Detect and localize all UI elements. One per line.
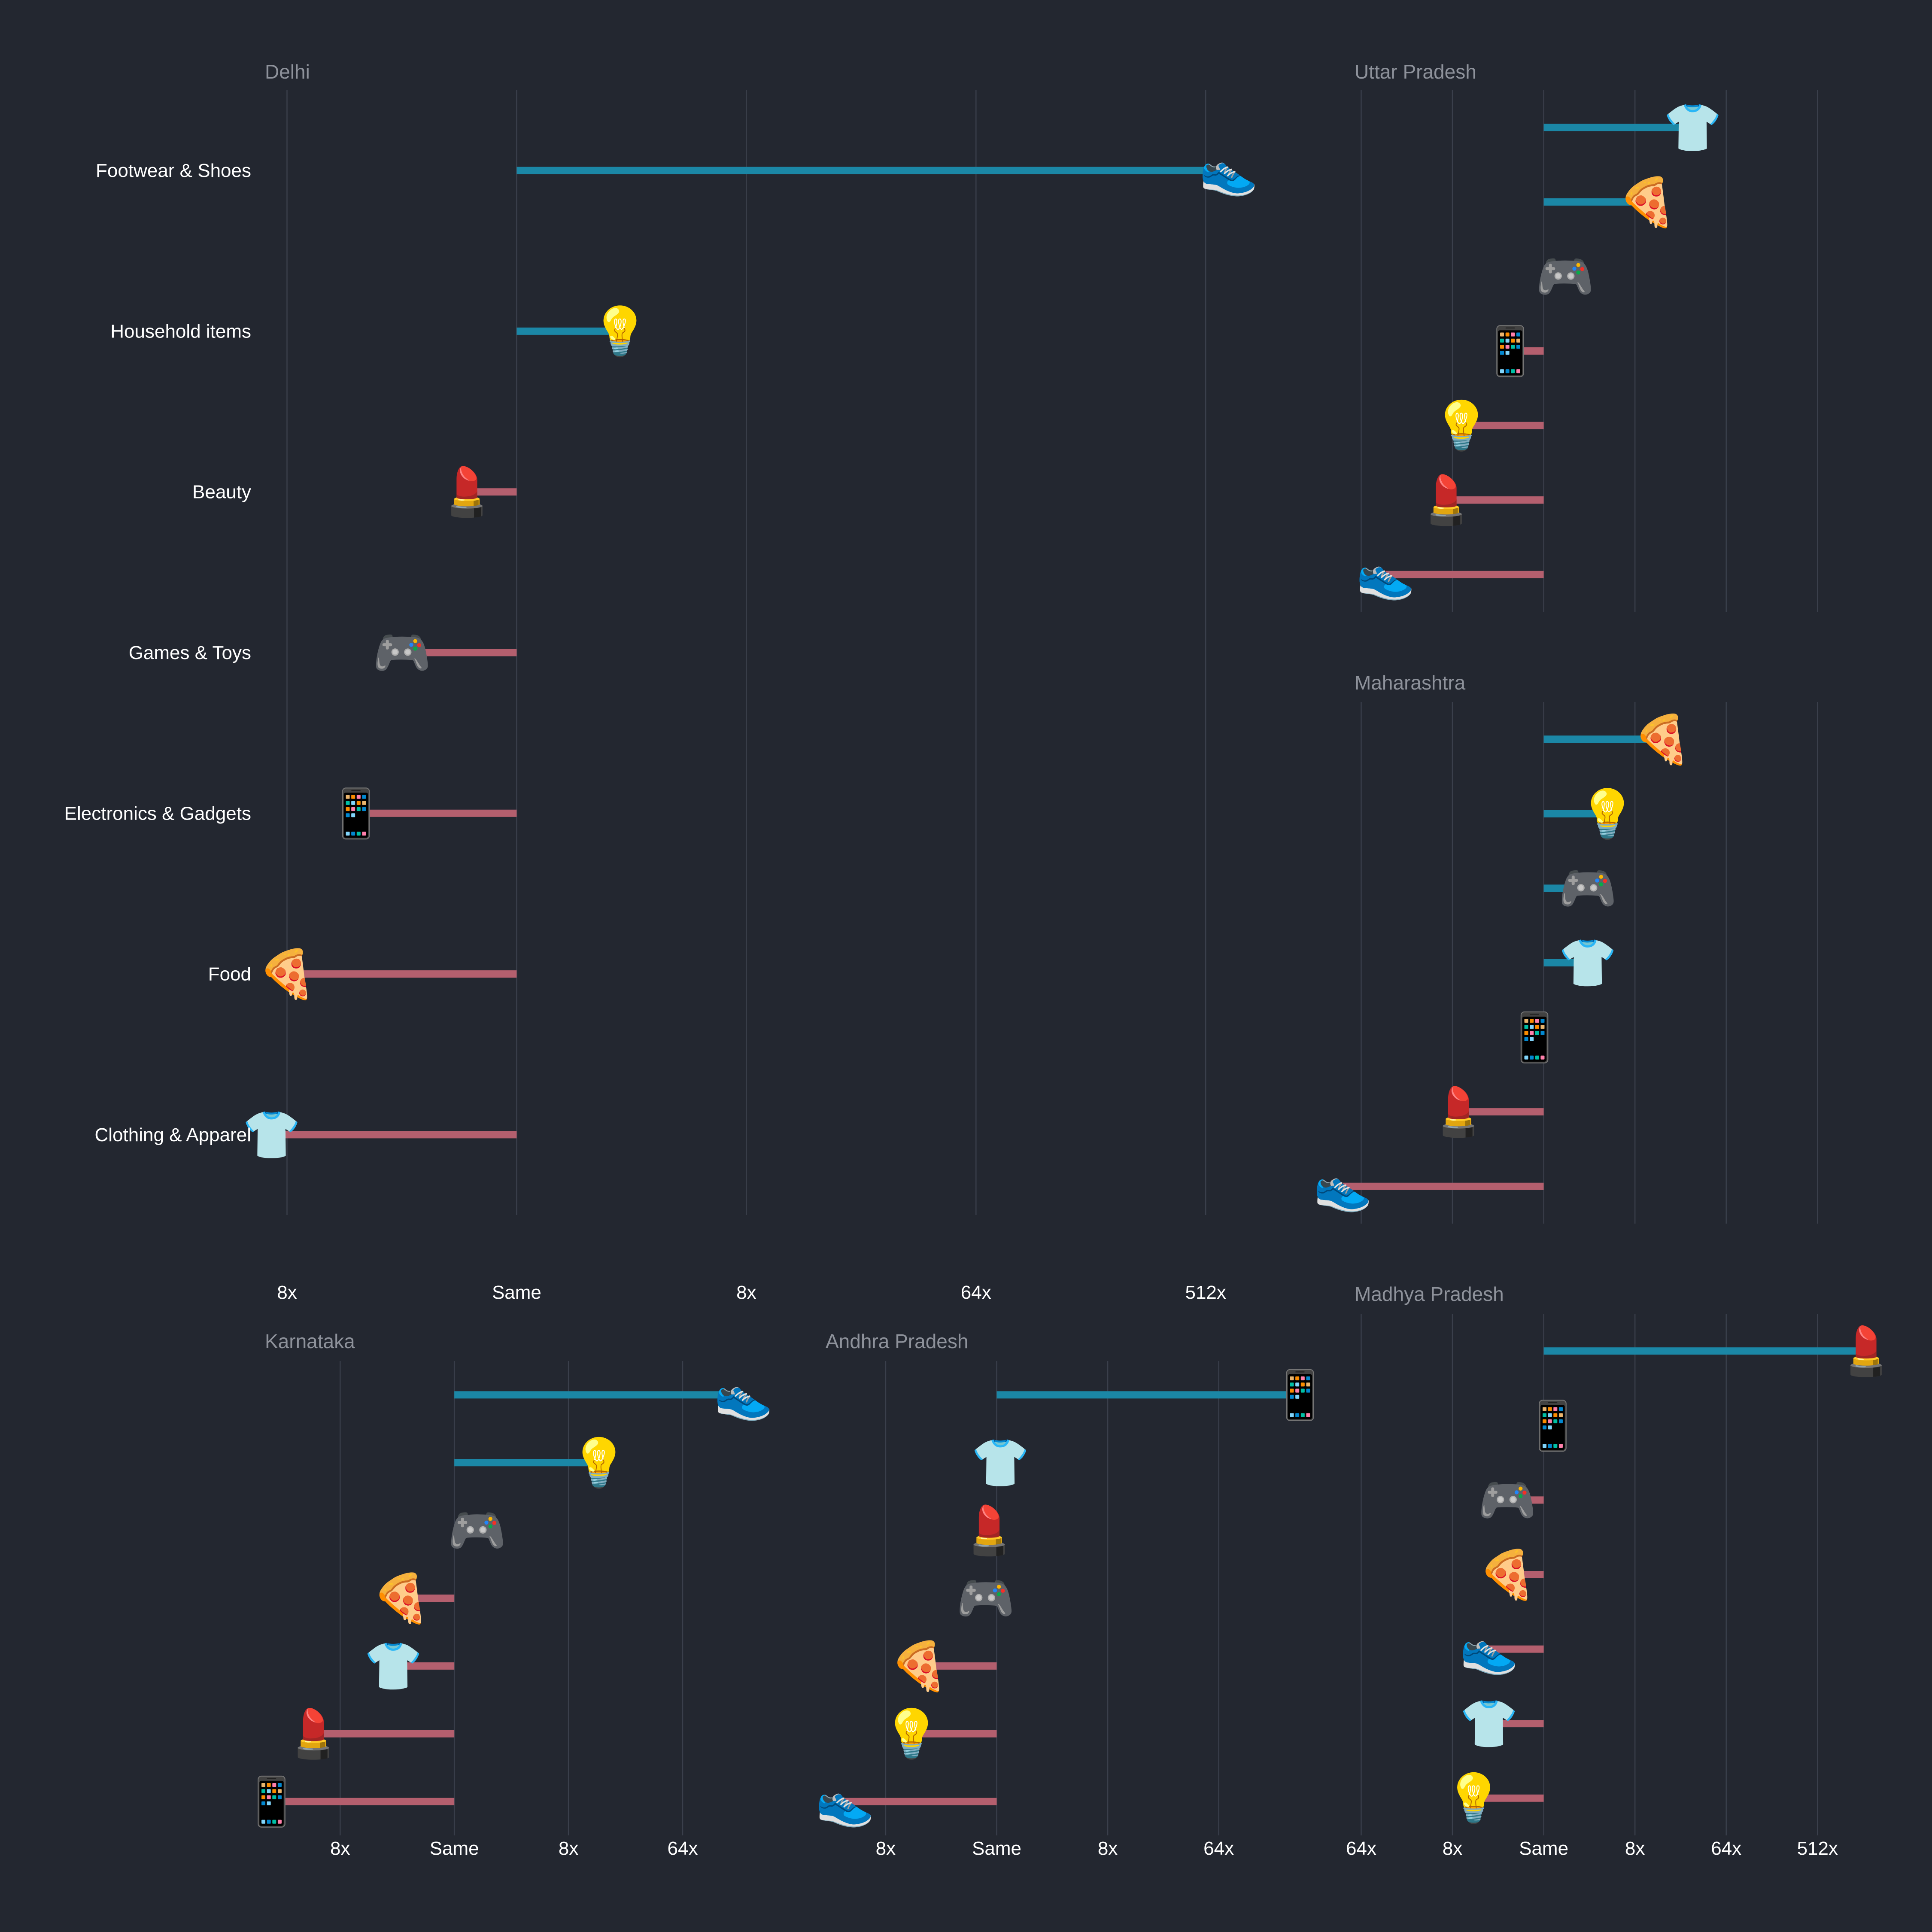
electronics-and-gadgets-icon: 📱 (1523, 1398, 1582, 1453)
panel-madhya-pradesh: 64x 8x Same 8x 64x 512x Madhya Pradesh 💄 📱 🎮 🍕 👟 👕 💡 (1346, 1283, 1896, 1859)
tick-label: Same (972, 1838, 1021, 1859)
clothing-and-apparel-icon: 👕 (364, 1638, 423, 1693)
household-items-icon: 💡 (882, 1706, 941, 1761)
tick-label: Same (430, 1838, 479, 1859)
category-label: Games & Toys (129, 642, 251, 663)
category-label: Beauty (192, 482, 251, 503)
category-label: Household items (110, 321, 251, 342)
electronics-and-gadgets-icon: 📱 (242, 1774, 301, 1829)
household-items-icon: 💡 (591, 304, 650, 358)
tick-label: 64x (668, 1838, 698, 1859)
electronics-and-gadgets-icon: 📱 (1481, 324, 1540, 379)
household-items-icon: 💡 (570, 1435, 629, 1490)
tick-label: 64x (1346, 1838, 1376, 1859)
beauty-icon: 💄 (284, 1705, 343, 1761)
food-icon: 🍕 (890, 1638, 948, 1693)
electronics-and-gadgets-icon: 📱 (1505, 1010, 1564, 1065)
footwear-and-shoes-icon: 👟 (1313, 1159, 1372, 1215)
beauty-icon: 💄 (1417, 472, 1476, 528)
footwear-and-shoes-icon: 👟 (1199, 143, 1258, 199)
clothing-and-apparel-icon: 👕 (971, 1435, 1030, 1490)
games-and-toys-icon: 🎮 (1478, 1473, 1537, 1528)
panel-uttar-pradesh: Uttar Pradesh 👕 🍕 🎮 📱 💡 💄👟 (1355, 61, 1818, 612)
tick-label: Same (1519, 1838, 1568, 1859)
tick-label: 8x (1625, 1838, 1645, 1859)
panel-karnataka: 8x Same 8x 64x Karnataka 👟 💡 🎮 🍕 👕 💄 📱 (242, 1330, 773, 1859)
tick-label: 64x (1203, 1838, 1234, 1859)
footwear-and-shoes-icon: 👟 (1460, 1622, 1519, 1677)
panel-maharashtra: Maharashtra 🍕 💡 🎮 👕 📱 💄 👟 (1313, 671, 1818, 1224)
tick-label: 64x (1711, 1838, 1741, 1859)
electronics-and-gadgets-icon: 📱 (1271, 1367, 1330, 1422)
panel-title: Delhi (265, 61, 310, 83)
category-label: Footwear & Shoes (96, 160, 251, 181)
tick-label: 512x (1185, 1282, 1226, 1303)
tick-label: 8x (559, 1838, 578, 1859)
panel-title: Andhra Pradesh (826, 1330, 968, 1352)
household-items-icon: 💡 (1444, 1771, 1503, 1826)
panel-delhi: 8x Same 8x 64x 512x Delhi 👟 Footwear & Shoes 💡 Ho… (64, 61, 1258, 1303)
food-icon: 🍕 (1618, 174, 1677, 229)
clothing-and-apparel-icon: 👕 (242, 1107, 301, 1162)
beauty-icon: 💄 (960, 1502, 1019, 1558)
games-and-toys-icon: 🎮 (956, 1571, 1015, 1626)
tick-label: 8x (330, 1838, 350, 1859)
footwear-and-shoes-icon: 👟 (714, 1367, 773, 1423)
clothing-and-apparel-icon: 👕 (1460, 1696, 1519, 1751)
footwear-and-shoes-icon: 👟 (1356, 547, 1415, 603)
household-items-icon: 💡 (1578, 786, 1637, 841)
food-icon: 🍕 (258, 947, 316, 1002)
clothing-and-apparel-icon: 👕 (1558, 936, 1617, 990)
beauty-icon: 💄 (437, 464, 496, 519)
panel-title: Maharashtra (1355, 671, 1466, 694)
category-label: Electronics & Gadgets (64, 803, 251, 824)
category-label: Food (208, 964, 251, 985)
tick-label: 8x (1443, 1838, 1462, 1859)
panel-title: Karnataka (265, 1330, 355, 1352)
beauty-icon: 💄 (1837, 1323, 1896, 1379)
games-and-toys-icon: 🎮 (448, 1503, 507, 1558)
tick-label: 8x (1098, 1838, 1118, 1859)
tick-label: 8x (277, 1282, 297, 1303)
panel-title: Uttar Pradesh (1355, 61, 1476, 83)
games-and-toys-icon: 🎮 (1536, 249, 1595, 304)
category-label: Clothing & Apparel (95, 1124, 251, 1145)
food-icon: 🍕 (372, 1571, 431, 1626)
games-and-toys-icon: 🎮 (1558, 861, 1617, 916)
tick-label: 64x (961, 1282, 991, 1303)
tick-label: 8x (876, 1838, 896, 1859)
beauty-icon: 💄 (1429, 1084, 1488, 1139)
food-icon: 🍕 (1478, 1547, 1537, 1602)
food-icon: 🍕 (1633, 712, 1692, 767)
games-and-toys-icon: 🎮 (372, 625, 431, 680)
panel-andhra-pradesh: 8x Same 8x 64x Andhra Pradesh 📱 👕 💄 🎮🍕 💡👟 (816, 1330, 1330, 1859)
tick-label: 512x (1797, 1838, 1838, 1859)
electronics-and-gadgets-icon: 📱 (326, 786, 385, 841)
tick-label: Same (492, 1282, 541, 1303)
footwear-and-shoes-icon: 👟 (816, 1774, 875, 1830)
clothing-and-apparel-icon: 👕 (1663, 100, 1722, 155)
tick-label: 8x (736, 1282, 756, 1303)
panel-title: Madhya Pradesh (1355, 1283, 1504, 1305)
household-items-icon: 💡 (1432, 398, 1491, 453)
